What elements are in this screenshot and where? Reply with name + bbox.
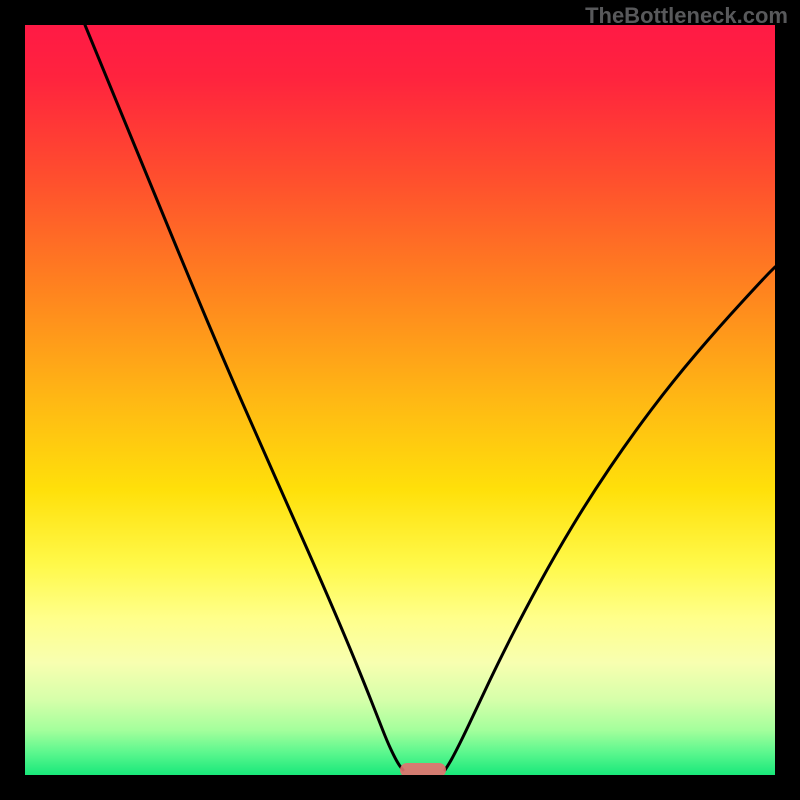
- chart-svg: [25, 25, 775, 775]
- gradient-background: [25, 25, 775, 775]
- plot-area: [25, 25, 775, 775]
- watermark-text: TheBottleneck.com: [585, 3, 788, 29]
- bottleneck-marker: [400, 763, 446, 775]
